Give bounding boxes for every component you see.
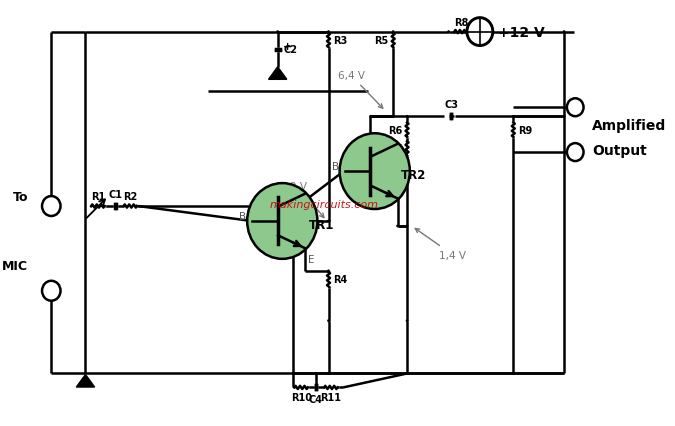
Circle shape <box>513 373 514 374</box>
Text: 2 V: 2 V <box>290 181 324 218</box>
Text: R1: R1 <box>90 192 105 201</box>
Circle shape <box>406 373 408 374</box>
Text: R4: R4 <box>333 274 348 285</box>
Text: C2: C2 <box>284 45 298 55</box>
Circle shape <box>467 19 493 46</box>
Circle shape <box>328 271 329 272</box>
Text: C3: C3 <box>444 100 458 110</box>
Text: 1,4 V: 1,4 V <box>415 229 466 260</box>
Text: +12 V: +12 V <box>498 26 545 40</box>
Circle shape <box>136 206 137 207</box>
Polygon shape <box>76 374 95 387</box>
Circle shape <box>393 116 394 118</box>
Circle shape <box>315 373 317 374</box>
Text: R5: R5 <box>374 36 388 46</box>
Circle shape <box>406 320 408 322</box>
Circle shape <box>406 226 408 227</box>
Circle shape <box>277 221 279 222</box>
Text: R6: R6 <box>388 125 402 135</box>
Circle shape <box>370 116 371 118</box>
Circle shape <box>247 184 317 259</box>
Text: C: C <box>372 132 379 142</box>
Text: R11: R11 <box>321 392 342 403</box>
Circle shape <box>42 196 61 216</box>
Text: E: E <box>308 255 314 265</box>
Circle shape <box>293 373 294 374</box>
Polygon shape <box>269 68 287 80</box>
Circle shape <box>293 373 294 374</box>
Text: +: + <box>284 42 292 52</box>
Text: C1: C1 <box>109 190 122 200</box>
Text: makingcircuits.com: makingcircuits.com <box>269 199 379 210</box>
Circle shape <box>564 116 565 118</box>
Text: R3: R3 <box>333 36 348 46</box>
Text: R2: R2 <box>123 192 138 201</box>
Circle shape <box>328 221 329 222</box>
Circle shape <box>328 320 329 322</box>
Circle shape <box>42 281 61 301</box>
Circle shape <box>567 99 584 117</box>
Text: R8: R8 <box>454 17 468 28</box>
Text: To: To <box>13 190 28 203</box>
Text: R7: R7 <box>388 144 402 154</box>
Text: B: B <box>332 162 339 172</box>
Circle shape <box>340 134 410 210</box>
Text: Output: Output <box>592 143 647 157</box>
Circle shape <box>393 32 394 33</box>
Circle shape <box>397 226 398 227</box>
Circle shape <box>328 32 329 33</box>
Text: MIC: MIC <box>2 260 28 273</box>
Text: TR2: TR2 <box>401 169 427 182</box>
Circle shape <box>513 116 514 118</box>
Text: B: B <box>240 211 246 222</box>
Text: TR1: TR1 <box>308 219 334 232</box>
Text: Amplified: Amplified <box>592 118 666 132</box>
Text: C4: C4 <box>309 394 323 404</box>
Circle shape <box>277 32 278 33</box>
Circle shape <box>328 373 329 374</box>
Circle shape <box>567 144 584 162</box>
Circle shape <box>393 116 394 118</box>
Circle shape <box>328 373 329 374</box>
Text: 6,4 V: 6,4 V <box>338 71 383 109</box>
Circle shape <box>564 32 565 33</box>
Circle shape <box>448 32 450 33</box>
Circle shape <box>406 116 408 118</box>
Text: R9: R9 <box>518 125 533 135</box>
Text: R10: R10 <box>291 392 312 403</box>
